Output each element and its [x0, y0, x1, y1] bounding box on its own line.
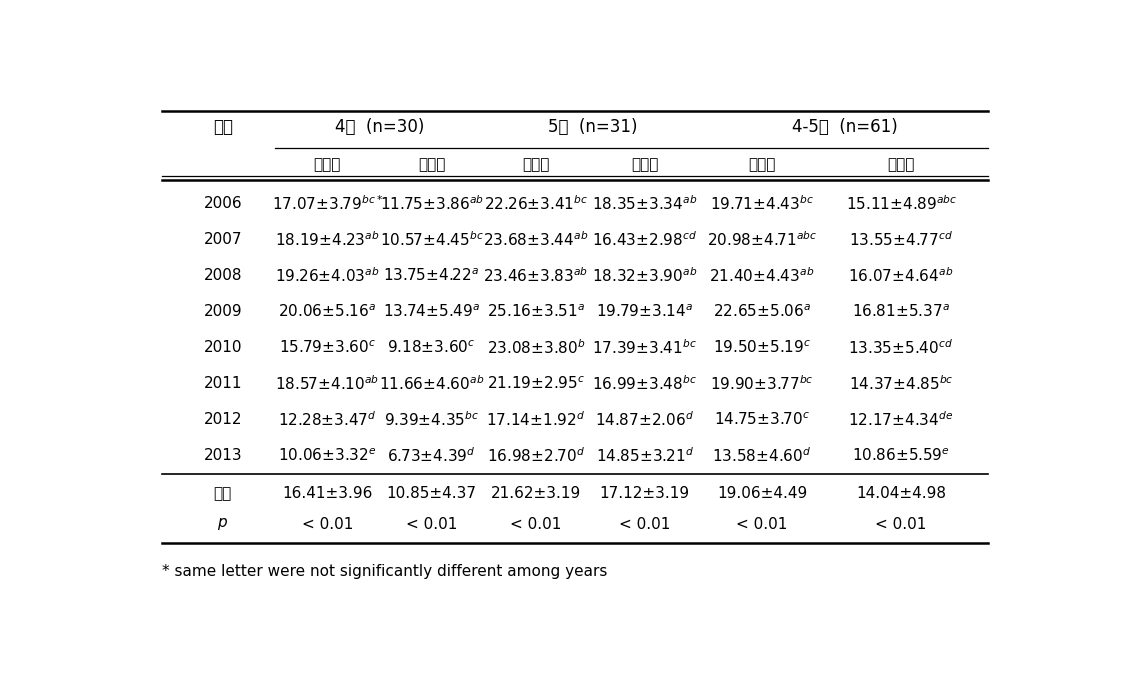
Text: 20.98±4.71$^{abc}$: 20.98±4.71$^{abc}$ [707, 230, 817, 249]
Text: 14.87±2.06$^{d}$: 14.87±2.06$^{d}$ [595, 410, 695, 429]
Text: 16.99±3.48$^{bc}$: 16.99±3.48$^{bc}$ [592, 374, 697, 393]
Text: 11.75±3.86$^{ab}$: 11.75±3.86$^{ab}$ [379, 194, 484, 213]
Text: 4월  (n=30): 4월 (n=30) [334, 118, 424, 137]
Text: 4-5월  (n=61): 4-5월 (n=61) [792, 118, 898, 137]
Text: 23.68±3.44$^{ab}$: 23.68±3.44$^{ab}$ [484, 230, 589, 249]
Text: 2006: 2006 [203, 196, 242, 211]
Text: 23.08±3.80$^{b}$: 23.08±3.80$^{b}$ [487, 338, 585, 357]
Text: 시암재: 시암재 [417, 156, 445, 172]
Text: 2007: 2007 [203, 233, 242, 247]
Text: 10.57±4.45$^{bc}$: 10.57±4.45$^{bc}$ [379, 230, 484, 249]
Text: 14.75±3.70$^{c}$: 14.75±3.70$^{c}$ [714, 411, 810, 427]
Text: 10.85±4.37: 10.85±4.37 [387, 486, 477, 501]
Text: < 0.01: < 0.01 [511, 517, 562, 532]
Text: 6.73±4.39$^{d}$: 6.73±4.39$^{d}$ [387, 446, 476, 464]
Text: 20.06±5.16$^{a}$: 20.06±5.16$^{a}$ [278, 303, 376, 320]
Text: 10.86±5.59$^{e}$: 10.86±5.59$^{e}$ [853, 447, 950, 464]
Text: 11.66±4.60$^{ab}$: 11.66±4.60$^{ab}$ [379, 374, 485, 393]
Text: 18.19±4.23$^{ab}$: 18.19±4.23$^{ab}$ [275, 230, 379, 249]
Text: 피아골: 피아골 [522, 156, 550, 172]
Text: 19.50±5.19$^{c}$: 19.50±5.19$^{c}$ [712, 339, 811, 356]
Text: 10.06±3.32$^{e}$: 10.06±3.32$^{e}$ [278, 447, 377, 464]
Text: < 0.01: < 0.01 [302, 517, 353, 532]
Text: 19.06±4.49: 19.06±4.49 [717, 486, 807, 501]
Text: 21.19±2.95$^{c}$: 21.19±2.95$^{c}$ [487, 375, 585, 392]
Text: < 0.01: < 0.01 [619, 517, 670, 532]
Text: 19.79±3.14$^{a}$: 19.79±3.14$^{a}$ [596, 303, 693, 320]
Text: 25.16±3.51$^{a}$: 25.16±3.51$^{a}$ [487, 303, 585, 320]
Text: 16.41±3.96: 16.41±3.96 [282, 486, 373, 501]
Text: 5월  (n=31): 5월 (n=31) [548, 118, 637, 137]
Text: 13.35±5.40$^{cd}$: 13.35±5.40$^{cd}$ [848, 338, 954, 357]
Text: 9.18±3.60$^{c}$: 9.18±3.60$^{c}$ [387, 339, 476, 356]
Text: 년도: 년도 [213, 118, 233, 137]
Text: 14.85±3.21$^{d}$: 14.85±3.21$^{d}$ [596, 446, 693, 464]
Text: < 0.01: < 0.01 [406, 517, 458, 532]
Text: 13.58±4.60$^{d}$: 13.58±4.60$^{d}$ [712, 446, 811, 464]
Text: 17.14±1.92$^{d}$: 17.14±1.92$^{d}$ [486, 410, 586, 429]
Text: 17.07±3.79$^{bc*}$: 17.07±3.79$^{bc*}$ [272, 194, 383, 213]
Text: < 0.01: < 0.01 [875, 517, 927, 532]
Text: 13.75±4.22$^{a}$: 13.75±4.22$^{a}$ [384, 268, 480, 284]
Text: 2011: 2011 [203, 376, 242, 391]
Text: 19.90±3.77$^{bc}$: 19.90±3.77$^{bc}$ [710, 374, 813, 393]
Text: 평균: 평균 [213, 486, 232, 501]
Text: 17.39±3.41$^{bc}$: 17.39±3.41$^{bc}$ [592, 338, 697, 357]
Text: 18.32±3.90$^{ab}$: 18.32±3.90$^{ab}$ [592, 266, 697, 285]
Text: 21.40±4.43$^{ab}$: 21.40±4.43$^{ab}$ [709, 266, 815, 285]
Text: 2013: 2013 [203, 448, 242, 463]
Text: 15.79±3.60$^{c}$: 15.79±3.60$^{c}$ [278, 339, 376, 356]
Text: 9.39±4.35$^{bc}$: 9.39±4.35$^{bc}$ [384, 410, 479, 429]
Text: 12.28±3.47$^{d}$: 12.28±3.47$^{d}$ [278, 410, 377, 429]
Text: 13.74±5.49$^{a}$: 13.74±5.49$^{a}$ [383, 303, 480, 320]
Text: 16.43±2.98$^{cd}$: 16.43±2.98$^{cd}$ [592, 230, 697, 249]
Text: 14.04±4.98: 14.04±4.98 [856, 486, 946, 501]
Text: 시암재: 시암재 [631, 156, 659, 172]
Text: 시암재: 시암재 [888, 156, 914, 172]
Text: 17.12±3.19: 17.12±3.19 [599, 486, 690, 501]
Text: 16.98±2.70$^{d}$: 16.98±2.70$^{d}$ [487, 446, 585, 464]
Text: 2010: 2010 [203, 340, 242, 355]
Text: 2012: 2012 [203, 412, 242, 427]
Text: 19.71±4.43$^{bc}$: 19.71±4.43$^{bc}$ [710, 194, 813, 213]
Text: 2008: 2008 [203, 268, 242, 283]
Text: 피아골: 피아골 [748, 156, 775, 172]
Text: 18.35±3.34$^{ab}$: 18.35±3.34$^{ab}$ [592, 194, 697, 213]
Text: 16.07±4.64$^{ab}$: 16.07±4.64$^{ab}$ [848, 266, 954, 285]
Text: < 0.01: < 0.01 [736, 517, 788, 532]
Text: 18.57±4.10$^{ab}$: 18.57±4.10$^{ab}$ [275, 374, 379, 393]
Text: 2009: 2009 [203, 304, 242, 319]
Text: 23.46±3.83$^{ab}$: 23.46±3.83$^{ab}$ [484, 266, 588, 285]
Text: 21.62±3.19: 21.62±3.19 [490, 486, 581, 501]
Text: 19.26±4.03$^{ab}$: 19.26±4.03$^{ab}$ [275, 266, 379, 285]
Text: 22.26±3.41$^{bc}$: 22.26±3.41$^{bc}$ [484, 194, 588, 213]
Text: 15.11±4.89$^{abc}$: 15.11±4.89$^{abc}$ [846, 194, 957, 213]
Text: 22.65±5.06$^{a}$: 22.65±5.06$^{a}$ [712, 303, 811, 320]
Text: * same letter were not significantly different among years: * same letter were not significantly dif… [162, 565, 607, 580]
Text: 16.81±5.37$^{a}$: 16.81±5.37$^{a}$ [852, 303, 950, 320]
Text: 피아골: 피아골 [313, 156, 341, 172]
Text: 13.55±4.77$^{cd}$: 13.55±4.77$^{cd}$ [849, 230, 953, 249]
Text: $p$: $p$ [218, 516, 229, 532]
Text: 14.37±4.85$^{bc}$: 14.37±4.85$^{bc}$ [848, 374, 954, 393]
Text: 12.17±4.34$^{de}$: 12.17±4.34$^{de}$ [848, 410, 954, 429]
